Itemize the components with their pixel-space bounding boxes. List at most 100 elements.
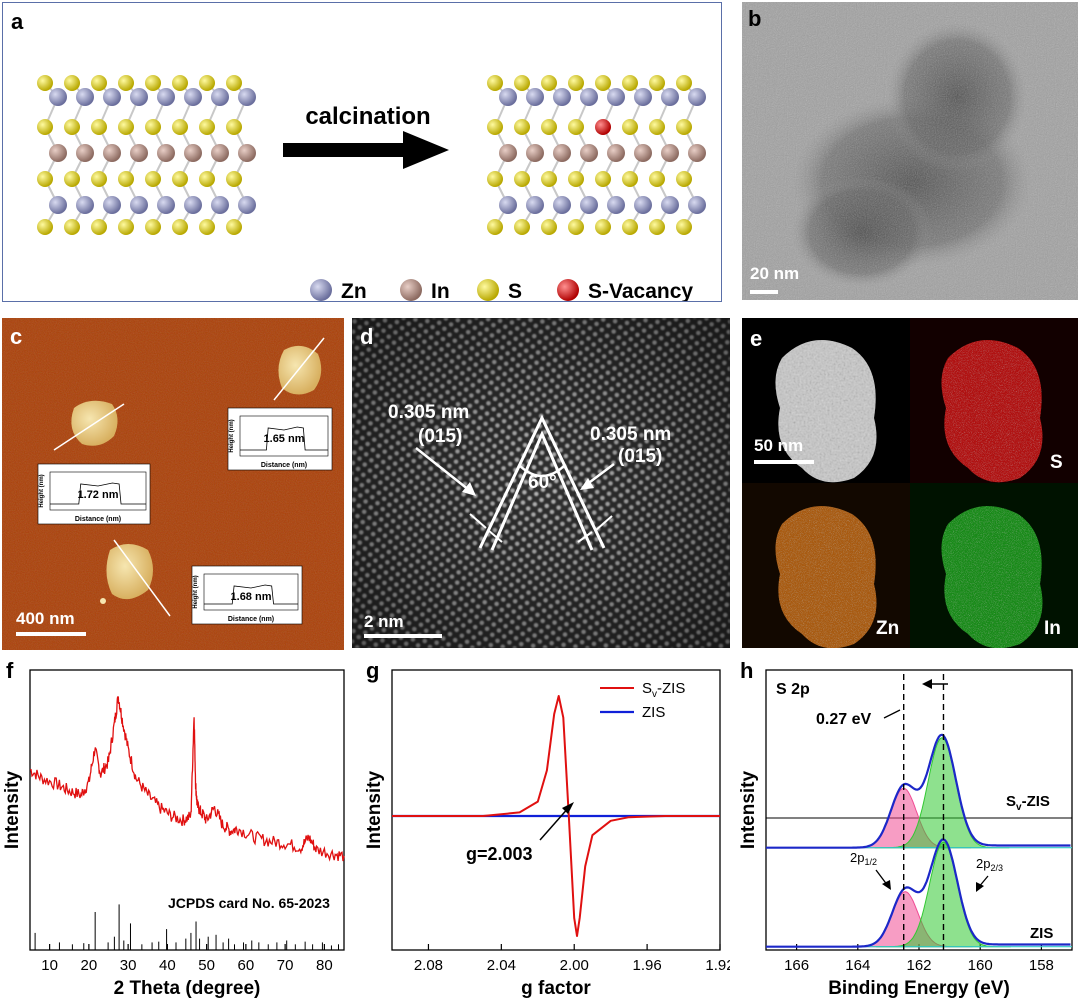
plot-frame — [765, 669, 1073, 951]
afm-texture: 1.72 nm Distance (nm) Height (nm) 1.65 nm Di… — [2, 318, 344, 650]
s-atom — [37, 171, 53, 187]
right-spacing-label: 0.305 nm — [590, 424, 671, 445]
xrd-plot: 10 20 30 40 50 60 70 80 2 Theta (degree) Intensit… — [2, 669, 345, 999]
s-atom — [172, 75, 188, 91]
zn-atom — [580, 196, 598, 214]
in-atom — [526, 144, 544, 162]
inset-y-label: Height (nm) — [39, 474, 45, 507]
zn-atom — [238, 196, 256, 214]
zn-atom — [76, 88, 94, 106]
s-atom — [622, 219, 638, 235]
s-atom — [226, 219, 242, 235]
legend-zn-swatch — [310, 279, 332, 301]
legend-in-label: In — [431, 280, 450, 302]
s-atom — [514, 119, 530, 135]
x-tick-label: 158 — [1029, 957, 1054, 974]
s-atom — [514, 75, 530, 91]
legend-s-label: S — [508, 280, 522, 302]
zn-atom — [130, 196, 148, 214]
x-axis-label: Binding Energy (eV) — [828, 978, 1010, 999]
s-atom — [676, 119, 692, 135]
panel-c-afm-image: 1.72 nm Distance (nm) Height (nm) 1.65 nm Di… — [2, 318, 344, 650]
panel-e-eds-mapping: e 50 nm S Zn In — [742, 318, 1078, 648]
panel-e-label: e — [750, 326, 763, 351]
x-tick-label: 2.04 — [487, 957, 516, 974]
in-atom — [688, 144, 706, 162]
zn-atom — [634, 88, 652, 106]
panel-b-scale-bar — [750, 290, 778, 294]
zn-atom — [49, 196, 67, 214]
sample-label-top-suffix: -ZIS — [1022, 793, 1050, 810]
zn-atom — [661, 88, 679, 106]
panel-b-scale-label: 20 nm — [750, 264, 800, 283]
s-atom — [118, 219, 134, 235]
s-atom — [226, 171, 242, 187]
tem-texture — [742, 2, 1078, 300]
peak-label-2p12-main: 2p — [850, 850, 864, 865]
panel-d-scale-bar — [364, 634, 442, 638]
s-atom — [649, 171, 665, 187]
pristine-structure — [37, 75, 256, 235]
s-atom — [226, 119, 242, 135]
zn-atom — [184, 88, 202, 106]
s-atom — [91, 75, 107, 91]
flake-3 — [106, 544, 153, 600]
s-atom — [199, 75, 215, 91]
left-spacing-label: 0.305 nm — [388, 402, 469, 423]
s-atom — [595, 219, 611, 235]
panel-h-label: h — [740, 658, 754, 683]
zn-atom — [526, 88, 544, 106]
left-plane-label: (015) — [418, 426, 462, 447]
s-atom — [37, 75, 53, 91]
zn-atom — [130, 88, 148, 106]
inset-plot-frame — [239, 415, 329, 457]
s-atom — [118, 75, 134, 91]
zn-atom — [103, 88, 121, 106]
s-atom — [649, 119, 665, 135]
x-tick-label: 60 — [238, 957, 255, 974]
lattice-angle-guide-inner — [490, 430, 594, 551]
inset-x-label: Distance (nm) — [228, 616, 274, 623]
panel-d-hrtem-image: 60° 0.305 nm (015) 0.305 nm (015) d 2 nm — [352, 318, 730, 648]
zn-atom — [553, 196, 571, 214]
panel-a: a calcination Zn In S S-Vacancy — [2, 2, 722, 302]
zn-atom — [184, 196, 202, 214]
s-atom — [64, 119, 80, 135]
panel-c-label: c — [10, 324, 23, 349]
angle-arc — [519, 465, 565, 478]
s-atom — [145, 171, 161, 187]
s-atom — [199, 119, 215, 135]
height-profile-inset — [37, 463, 151, 525]
inset-x-label: Distance (nm) — [75, 516, 121, 523]
shift-pointer — [883, 709, 901, 719]
angle-label: 60° — [528, 472, 557, 493]
legend-vacancy-swatch — [557, 279, 579, 301]
peak-label-2p12-sub: 1/2 — [864, 857, 877, 867]
s-atom — [487, 75, 503, 91]
y-axis-label: Intensity — [738, 771, 759, 850]
height-profile-line — [204, 584, 298, 605]
lattice-angle-guide-outer — [478, 414, 606, 549]
in-atom — [103, 144, 121, 162]
in-atom — [238, 144, 256, 162]
peak-label-2p12: 2p1/2 — [850, 850, 877, 867]
s-atom — [514, 171, 530, 187]
s-atom — [118, 119, 134, 135]
haadf-map — [775, 340, 877, 483]
s-atom — [541, 119, 557, 135]
zn-atom — [499, 88, 517, 106]
inset-plot-frame — [203, 573, 299, 611]
zn-atom — [49, 88, 67, 106]
zn-atom — [661, 196, 679, 214]
calcination-arrow — [283, 131, 449, 169]
s-atom — [172, 219, 188, 235]
s-atom — [145, 119, 161, 135]
in-atom — [634, 144, 652, 162]
sample-label-top: Sv-ZIS — [1006, 793, 1050, 813]
y-axis-label: Intensity — [364, 771, 385, 850]
peak-label-2p32-sub: 2/3 — [990, 863, 1003, 873]
x-axis-label: 2 Theta (degree) — [114, 978, 261, 999]
s-atom — [676, 75, 692, 91]
s-atom — [514, 219, 530, 235]
s-atom — [568, 119, 584, 135]
